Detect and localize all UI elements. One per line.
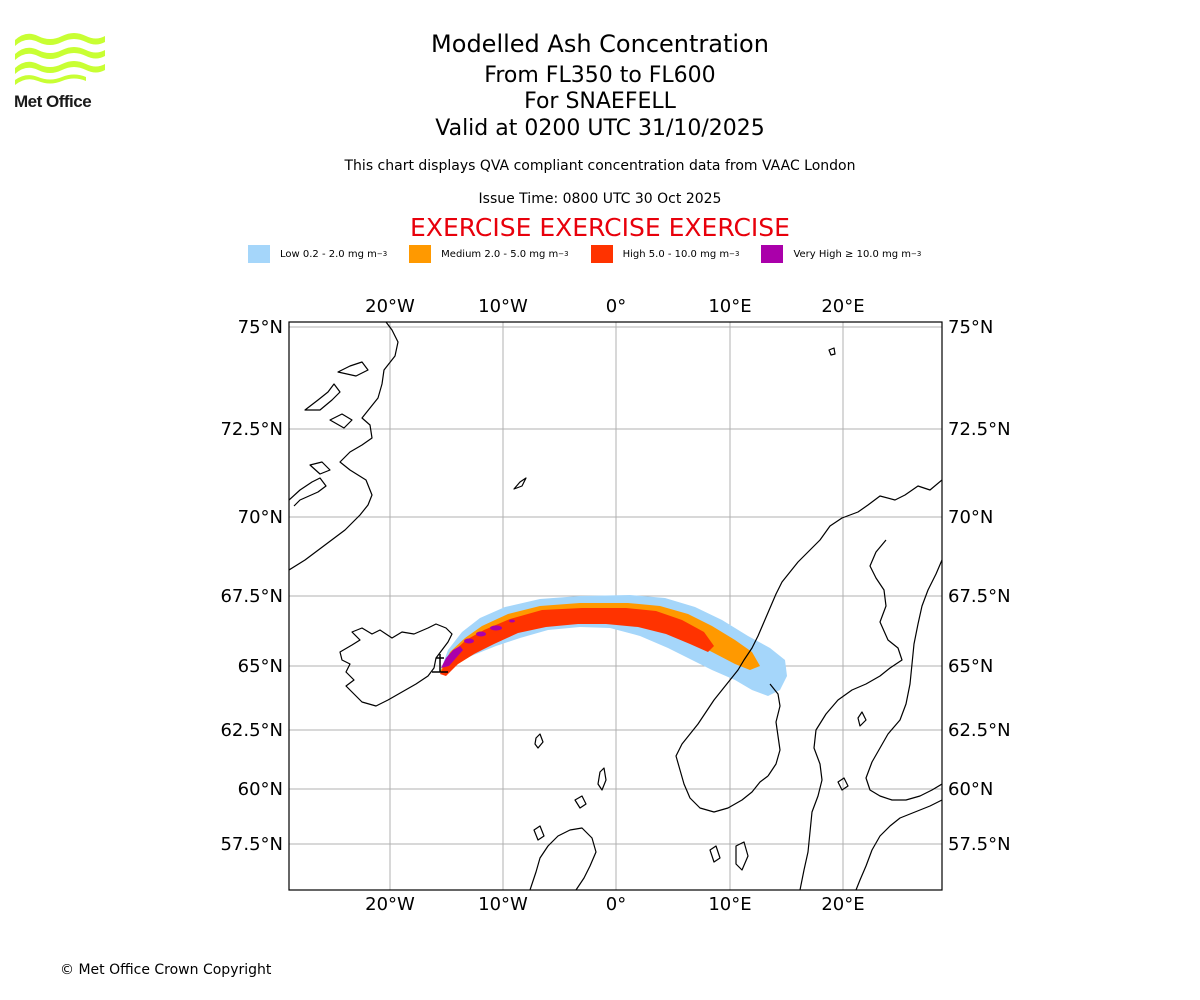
- scandinavia-coast: [675, 479, 942, 813]
- legend-item-very-high: Very High ≥ 10.0 mg m −3: [761, 245, 921, 263]
- lon-label-top: 10°W: [478, 296, 528, 317]
- legend-unit-high: −3: [729, 250, 740, 258]
- volcano-name: For SNAEFELL: [524, 89, 676, 114]
- level-range: From FL350 to FL600: [484, 63, 716, 88]
- legend-unit-low: −3: [376, 250, 388, 258]
- legend-unit-very-high: −3: [911, 250, 922, 258]
- legend-swatch-low: [248, 245, 270, 263]
- legend-label-low: Low 0.2 - 2.0 mg m: [280, 248, 377, 260]
- lat-label-left: 60°N: [238, 779, 283, 800]
- lat-label-right: 72.5°N: [948, 419, 1011, 440]
- volcano-marker: [432, 654, 448, 673]
- legend-label-very-high: Very High ≥ 10.0 mg m: [793, 248, 912, 260]
- issue-time: Issue Time: 0800 UTC 30 Oct 2025: [478, 191, 722, 207]
- map-frame: [288, 321, 943, 891]
- lon-label-bottom: 20°W: [365, 894, 415, 915]
- ash-very-high-patch: [490, 625, 502, 631]
- legend: Low 0.2 - 2.0 mg m −3 Medium 2.0 - 5.0 mg…: [248, 244, 943, 264]
- ash-very-high-patch: [476, 631, 486, 637]
- ash-very-high-patch: [464, 638, 474, 644]
- chart-title: Modelled Ash Concentration: [431, 30, 769, 58]
- legend-unit-medium: −3: [558, 250, 569, 258]
- lat-label-right: 57.5°N: [948, 834, 1011, 855]
- lat-label-right: 62.5°N: [948, 720, 1011, 741]
- shetland-coast: [597, 767, 607, 791]
- legend-swatch-very-high: [761, 245, 784, 263]
- legend-label-medium: Medium 2.0 - 5.0 mg m: [441, 248, 559, 260]
- logo-text: Met Office: [14, 92, 92, 111]
- lat-label-left: 65°N: [238, 656, 283, 677]
- lat-label-right: 70°N: [948, 507, 993, 528]
- lat-label-left: 72.5°N: [220, 419, 283, 440]
- ash-high-region: [440, 608, 714, 676]
- faroe-coast: [534, 733, 544, 749]
- sweden-coast: [799, 539, 903, 890]
- ash-plume: [440, 595, 787, 696]
- scotland-coast: [529, 827, 597, 890]
- lon-label-bottom: 10°W: [478, 894, 528, 915]
- iceland-coast: [339, 623, 453, 707]
- met-office-wave-icon: [15, 33, 105, 85]
- lon-label-bottom: 20°E: [821, 894, 864, 915]
- lat-label-right: 65°N: [948, 656, 993, 677]
- greenland-coast: [289, 322, 399, 571]
- lat-label-right: 67.5°N: [948, 586, 1011, 607]
- legend-label-high: High 5.0 - 10.0 mg m: [622, 248, 730, 260]
- lon-label-bottom: 0°: [606, 894, 626, 915]
- chart-description: This chart displays QVA compliant concen…: [344, 158, 856, 174]
- legend-item-low: Low 0.2 - 2.0 mg m −3: [248, 245, 387, 263]
- legend-item-medium: Medium 2.0 - 5.0 mg m −3: [409, 245, 569, 263]
- lat-label-left: 62.5°N: [220, 720, 283, 741]
- lon-label-top: 20°W: [365, 296, 415, 317]
- map-gridlines: [289, 322, 942, 890]
- valid-time: Valid at 0200 UTC 31/10/2025: [435, 116, 765, 141]
- lon-label-bottom: 10°E: [708, 894, 751, 915]
- legend-item-high: High 5.0 - 10.0 mg m −3: [590, 245, 740, 263]
- exercise-banner: EXERCISE EXERCISE EXERCISE: [410, 213, 790, 242]
- jan-mayen-coast: [513, 477, 527, 490]
- ash-very-high-patch: [509, 619, 515, 623]
- copyright-notice: © Met Office Crown Copyright: [60, 962, 272, 978]
- ash-very-high-region: [441, 646, 463, 668]
- lat-label-left: 57.5°N: [220, 834, 283, 855]
- lat-label-left: 67.5°N: [220, 586, 283, 607]
- met-office-logo: Met Office: [14, 30, 109, 112]
- coastlines: [289, 322, 942, 890]
- lat-label-right: 60°N: [948, 779, 993, 800]
- lon-label-top: 20°E: [821, 296, 864, 317]
- legend-swatch-medium: [409, 245, 432, 263]
- lat-label-left: 70°N: [238, 507, 283, 528]
- legend-swatch-high: [590, 245, 613, 263]
- lat-label-left: 75°N: [238, 317, 283, 338]
- lat-label-right: 75°N: [948, 317, 993, 338]
- lon-label-top: 0°: [606, 296, 626, 317]
- lon-label-top: 10°E: [708, 296, 751, 317]
